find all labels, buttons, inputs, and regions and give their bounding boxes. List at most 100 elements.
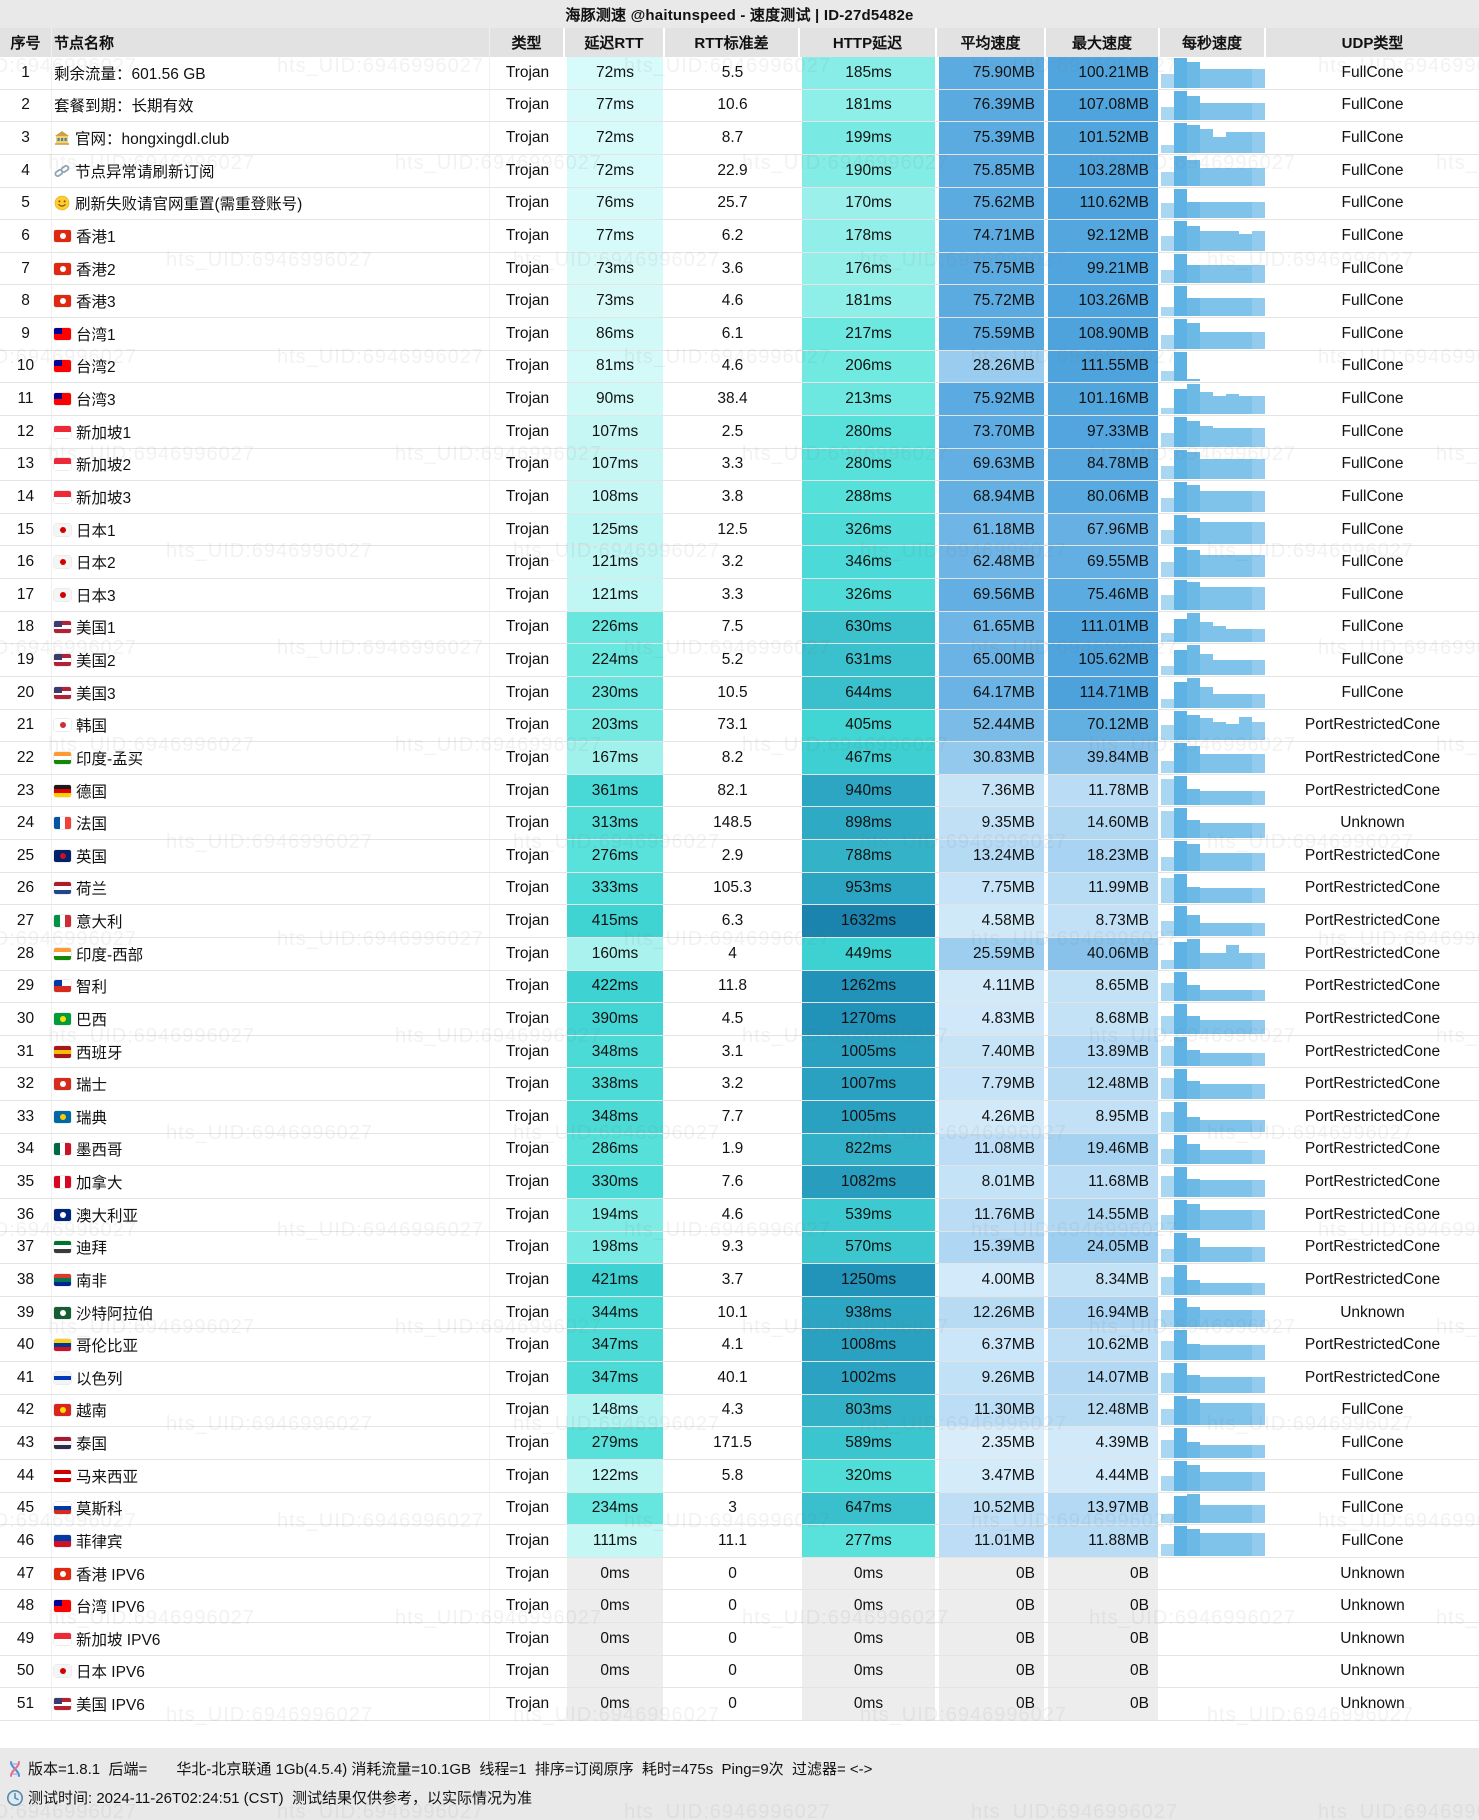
node-name-cell: 台湾2 <box>52 350 490 383</box>
latency-rtt-cell: 76ms <box>565 187 665 220</box>
table-body: 1 剩余流量：601.56 GB Trojan 72ms 5.5 185ms 7… <box>0 57 1479 1721</box>
latency-rtt-cell: 167ms <box>565 742 665 774</box>
node-type: Trojan <box>505 1499 550 1517</box>
node-name: 新加坡3 <box>76 489 132 507</box>
latency-rtt-cell: 230ms <box>565 676 665 709</box>
node-name: 法国 <box>76 816 108 834</box>
speed-sparkline <box>1160 318 1266 350</box>
avg-speed-cell: 7.40MB <box>937 1035 1046 1068</box>
udp-type-cell: PortRestrictedCone <box>1304 977 1441 995</box>
table-row: 21 韩国 Trojan 203ms 73.1 405ms 52.44MB 70… <box>0 709 1479 743</box>
rtt-stddev-cell: 10.5 <box>717 683 748 701</box>
flag-icon <box>54 1698 71 1711</box>
avg-speed-cell: 0B <box>937 1557 1046 1590</box>
max-speed-cell: 24.05MB <box>1046 1231 1160 1264</box>
udp-type-cell: PortRestrictedCone <box>1304 1075 1441 1093</box>
row-index: 16 <box>0 546 52 578</box>
flag-icon <box>54 686 71 699</box>
node-name: 美国3 <box>76 685 116 703</box>
sparkline-bars <box>1161 1689 1265 1719</box>
footer-info-text: 版本=1.8.1 后端= 华北-北京联通 1Gb(4.5.4) 消耗流量=10.… <box>28 1761 873 1778</box>
speed-sparkline <box>1160 1395 1266 1427</box>
latency-rtt-cell: 348ms <box>565 1101 665 1133</box>
node-name-cell: 香港1 <box>52 220 490 252</box>
sparkline-bars <box>1161 1428 1265 1458</box>
udp-type-cell: Unknown <box>1340 1597 1405 1615</box>
speed-sparkline <box>1160 481 1266 513</box>
row-index: 7 <box>0 252 52 285</box>
bank-icon <box>54 130 71 146</box>
node-name-cell: 以色列 <box>52 1362 490 1394</box>
row-index: 21 <box>0 709 52 742</box>
node-name-cell: 套餐到期：长期有效 <box>52 89 490 122</box>
max-speed-cell: 4.39MB <box>1046 1427 1160 1459</box>
avg-speed-cell: 11.01MB <box>937 1525 1046 1557</box>
rtt-stddev-cell: 4.6 <box>721 292 744 310</box>
sparkline-bars <box>1161 1330 1265 1360</box>
table-row: 24 法国 Trojan 313ms 148.5 898ms 9.35MB 14… <box>0 807 1479 840</box>
node-type: Trojan <box>505 944 550 962</box>
sparkline-bars <box>1161 580 1265 610</box>
node-name: 巴西 <box>76 1011 108 1029</box>
node-name: 瑞典 <box>76 1109 108 1127</box>
table-row: 1 剩余流量：601.56 GB Trojan 72ms 5.5 185ms 7… <box>0 57 1479 90</box>
row-index: 18 <box>0 611 52 644</box>
sparkline-bars <box>1161 1199 1265 1230</box>
speed-sparkline <box>1160 677 1266 709</box>
latency-rtt-cell: 107ms <box>565 448 665 481</box>
avg-speed-cell: 3.47MB <box>937 1459 1046 1492</box>
sparkline-bars <box>1161 449 1265 480</box>
row-index: 22 <box>0 742 52 774</box>
avg-speed-cell: 76.39MB <box>937 89 1046 122</box>
table-row: 41 以色列 Trojan 347ms 40.1 1002ms 9.26MB 1… <box>0 1362 1479 1395</box>
header-latency-rtt: 延迟RTT <box>565 28 665 57</box>
http-latency-cell: 277ms <box>800 1525 937 1557</box>
rtt-stddev-cell: 0 <box>728 1597 737 1615</box>
node-name: 莫斯科 <box>76 1501 123 1519</box>
flag-icon <box>54 1208 71 1221</box>
node-name-cell: 美国3 <box>52 676 490 709</box>
header-type: 类型 <box>490 28 565 57</box>
http-latency-cell: 326ms <box>800 579 937 611</box>
header-avg-speed: 平均速度 <box>937 28 1046 57</box>
node-type: Trojan <box>505 1336 550 1354</box>
node-type: Trojan <box>505 1434 550 1452</box>
max-speed-cell: 11.88MB <box>1046 1525 1160 1557</box>
header-node-name: 节点名称 <box>52 28 490 57</box>
row-index: 47 <box>0 1557 52 1590</box>
sparkline-bars <box>1161 90 1265 121</box>
flag-icon <box>54 621 71 634</box>
speed-sparkline <box>1160 938 1266 970</box>
sparkline-bars <box>1161 384 1265 414</box>
flag-icon <box>54 1404 71 1417</box>
max-speed-cell: 80.06MB <box>1046 481 1160 513</box>
latency-rtt-cell: 198ms <box>565 1231 665 1264</box>
udp-type-cell: Unknown <box>1340 1695 1405 1713</box>
node-type: Trojan <box>505 585 550 603</box>
node-type: Trojan <box>505 748 550 766</box>
rtt-stddev-cell: 5.2 <box>721 651 744 669</box>
avg-speed-cell: 4.26MB <box>937 1101 1046 1133</box>
max-speed-cell: 70.12MB <box>1046 709 1160 742</box>
node-type: Trojan <box>505 1629 550 1647</box>
row-index: 42 <box>0 1394 52 1427</box>
latency-rtt-cell: 160ms <box>565 937 665 970</box>
avg-speed-cell: 61.65MB <box>937 611 1046 644</box>
sparkline-bars <box>1161 1624 1265 1654</box>
udp-type-cell: PortRestrictedCone <box>1304 1205 1441 1223</box>
table-row: 33 瑞典 Trojan 348ms 7.7 1005ms 4.26MB 8.9… <box>0 1101 1479 1134</box>
node-type: Trojan <box>505 1564 550 1582</box>
http-latency-cell: 938ms <box>800 1296 937 1329</box>
rtt-stddev-cell: 22.9 <box>717 161 748 179</box>
node-type: Trojan <box>505 651 550 669</box>
node-name: 南非 <box>76 1272 108 1290</box>
udp-type-cell: FullCone <box>1341 1434 1404 1452</box>
node-name-cell: 新加坡2 <box>52 448 490 481</box>
table-row: 47 香港 IPV6 Trojan 0ms 0 0ms 0B 0B Unknow… <box>0 1557 1479 1591</box>
udp-type-cell: PortRestrictedCone <box>1304 846 1441 864</box>
row-index: 1 <box>0 57 52 89</box>
udp-type-cell: FullCone <box>1341 1401 1404 1419</box>
max-speed-cell: 8.73MB <box>1046 905 1160 937</box>
node-name: 德国 <box>76 783 108 801</box>
speed-sparkline <box>1160 383 1266 415</box>
